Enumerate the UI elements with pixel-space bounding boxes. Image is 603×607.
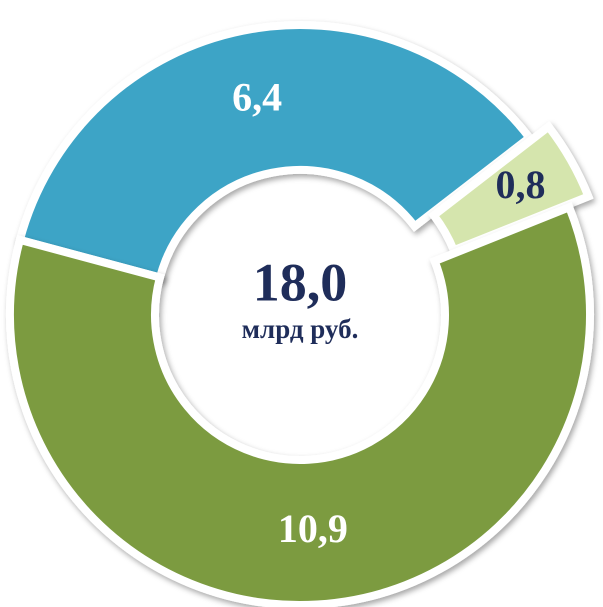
value-label: 0,8 — [496, 162, 546, 207]
total-label: 18,0 — [253, 252, 348, 312]
total-unit: млрд руб. — [242, 314, 359, 344]
value-label: 6,4 — [232, 74, 282, 119]
slices — [6, 21, 594, 607]
labels: 6,4 0,8 10,9 — [232, 74, 545, 550]
slice — [6, 202, 594, 607]
value-label: 10,9 — [278, 506, 348, 551]
slice — [14, 21, 536, 283]
